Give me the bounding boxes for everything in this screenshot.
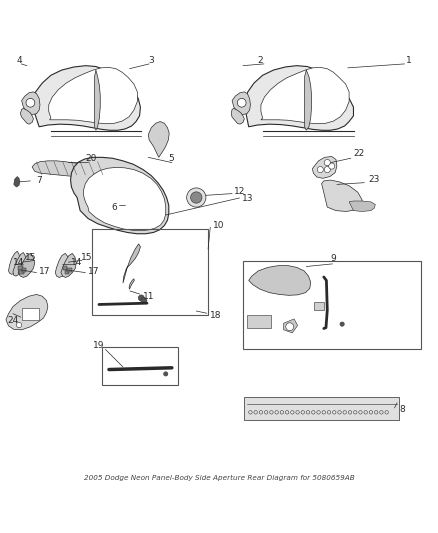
Text: 19: 19 (93, 341, 105, 350)
Circle shape (138, 295, 145, 301)
Circle shape (328, 163, 335, 169)
Polygon shape (55, 253, 70, 277)
Polygon shape (312, 157, 337, 179)
Text: 3: 3 (148, 56, 154, 65)
Text: 6: 6 (111, 203, 117, 212)
Circle shape (191, 192, 202, 203)
Polygon shape (261, 67, 349, 124)
Text: 24: 24 (7, 316, 18, 325)
Bar (102, 347, 178, 385)
Text: 11: 11 (142, 292, 154, 301)
Bar (247, 314, 272, 328)
Polygon shape (14, 176, 20, 187)
Text: 9: 9 (331, 254, 336, 263)
Text: 23: 23 (368, 175, 380, 184)
Polygon shape (304, 70, 311, 130)
Circle shape (187, 188, 206, 207)
Bar (63, 266, 67, 270)
Polygon shape (20, 108, 33, 124)
Polygon shape (321, 180, 362, 212)
Circle shape (26, 99, 35, 107)
Polygon shape (6, 294, 48, 330)
Circle shape (286, 323, 293, 330)
Text: 14: 14 (71, 257, 83, 266)
Bar (65, 270, 69, 274)
Text: 22: 22 (353, 149, 364, 158)
Text: 14: 14 (13, 257, 25, 266)
Polygon shape (284, 319, 297, 333)
Circle shape (340, 322, 344, 326)
Polygon shape (231, 108, 244, 124)
Polygon shape (123, 244, 141, 283)
Text: 7: 7 (36, 175, 42, 184)
Polygon shape (249, 265, 311, 295)
Polygon shape (232, 92, 251, 115)
Circle shape (324, 159, 330, 166)
Bar (19, 270, 24, 274)
Polygon shape (95, 70, 100, 130)
Text: 4: 4 (16, 56, 22, 65)
Text: 12: 12 (234, 187, 246, 196)
Bar (92, 229, 208, 314)
Text: 15: 15 (25, 253, 36, 262)
Circle shape (163, 372, 168, 376)
Polygon shape (13, 253, 26, 276)
Circle shape (16, 322, 21, 328)
Bar (18, 266, 22, 270)
Circle shape (324, 166, 330, 173)
Bar (243, 261, 421, 349)
Circle shape (141, 297, 147, 304)
Circle shape (237, 99, 246, 107)
Text: 15: 15 (81, 253, 93, 262)
Text: 1: 1 (406, 56, 412, 65)
Text: 17: 17 (39, 267, 50, 276)
Bar (314, 302, 324, 310)
Polygon shape (84, 167, 166, 231)
Text: 2005 Dodge Neon Panel-Body Side Aperture Rear Diagram for 5080659AB: 2005 Dodge Neon Panel-Body Side Aperture… (84, 475, 354, 481)
Polygon shape (9, 251, 20, 274)
Circle shape (317, 166, 323, 173)
Text: 13: 13 (242, 195, 253, 203)
Polygon shape (32, 161, 100, 177)
Polygon shape (148, 122, 169, 157)
Bar (21, 308, 39, 320)
Polygon shape (61, 253, 76, 277)
Text: 18: 18 (210, 311, 221, 320)
Polygon shape (32, 66, 141, 130)
Text: 5: 5 (168, 154, 174, 163)
Polygon shape (18, 253, 35, 277)
Text: 2: 2 (258, 56, 263, 65)
Polygon shape (244, 66, 353, 130)
Text: 8: 8 (399, 405, 405, 414)
Bar (67, 268, 72, 272)
Text: 10: 10 (213, 221, 225, 230)
Text: 20: 20 (86, 154, 97, 163)
Bar (22, 268, 26, 272)
Polygon shape (349, 201, 375, 212)
Polygon shape (129, 279, 134, 289)
Polygon shape (49, 67, 138, 124)
Text: 17: 17 (88, 267, 99, 276)
Polygon shape (21, 92, 40, 115)
Bar (244, 398, 399, 420)
Polygon shape (71, 157, 169, 234)
